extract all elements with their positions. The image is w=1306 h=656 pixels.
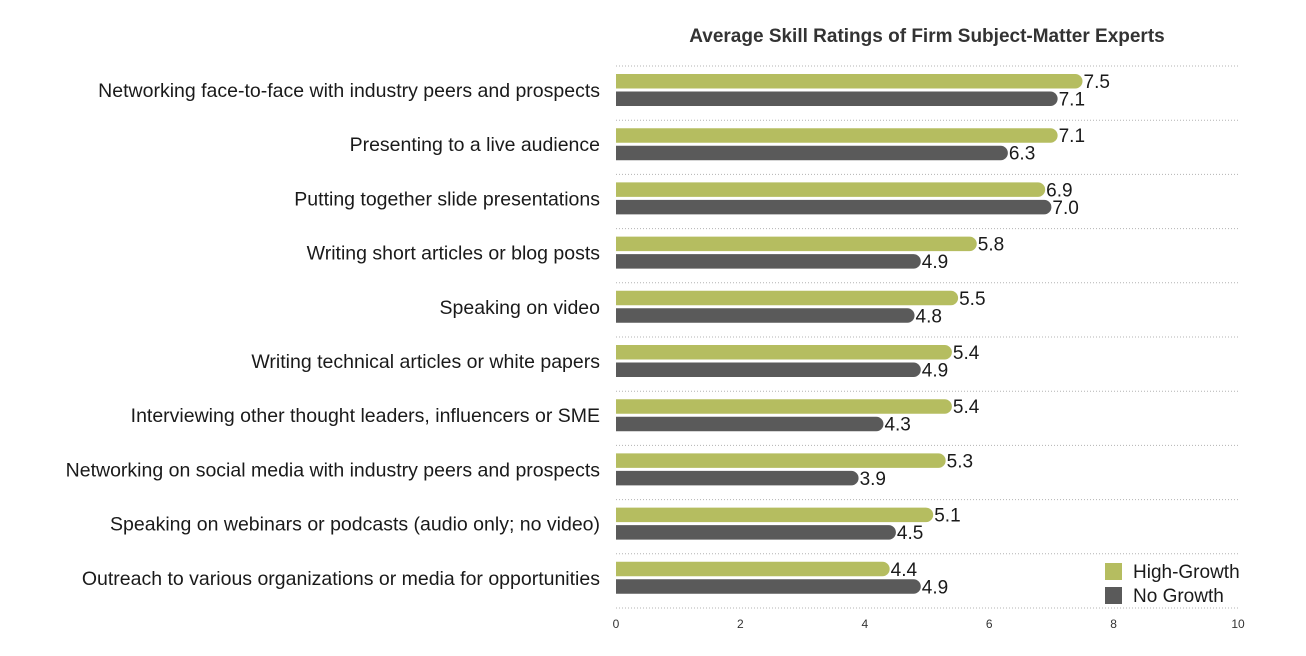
bar-no-growth [616, 145, 1008, 161]
bar-high-growth [616, 507, 934, 523]
value-label: 7.1 [1059, 90, 1085, 111]
bar-no-growth [616, 579, 921, 594]
value-label: 6.3 [1009, 144, 1035, 165]
x-tick-label: 4 [861, 617, 868, 631]
bar-no-growth [616, 199, 1052, 215]
category-label: Networking face-to-face with industry pe… [98, 80, 600, 102]
bar-high-growth [616, 453, 946, 468]
bar-high-growth [616, 182, 1046, 197]
bar-no-growth [616, 91, 1058, 106]
bar-no-growth [616, 362, 921, 377]
value-label: 5.1 [934, 506, 960, 527]
chart-title: Average Skill Ratings of Firm Subject-Ma… [689, 26, 1165, 47]
x-tick-label: 6 [986, 617, 993, 631]
bar-no-growth [616, 254, 921, 269]
category-label: Presenting to a live audience [350, 134, 600, 156]
value-label: 5.4 [953, 397, 980, 418]
bar-high-growth [616, 345, 952, 360]
value-label: 4.9 [922, 252, 948, 273]
value-label: 5.4 [953, 343, 980, 364]
value-label: 7.1 [1059, 126, 1085, 147]
bar-high-growth [616, 561, 890, 577]
legend-label: High-Growth [1133, 562, 1240, 583]
value-label: 4.8 [916, 306, 942, 327]
value-label: 4.9 [922, 577, 948, 598]
x-tick-label: 0 [613, 617, 620, 631]
value-label: 4.3 [884, 415, 910, 436]
value-label: 5.5 [959, 289, 985, 310]
legend-label: No Growth [1133, 586, 1224, 607]
x-tick-label: 8 [1110, 617, 1117, 631]
legend-swatch [1105, 587, 1122, 604]
value-label: 6.9 [1046, 180, 1072, 201]
category-label: Writing technical articles or white pape… [251, 351, 600, 373]
value-label: 7.5 [1084, 72, 1110, 93]
bar-high-growth [616, 399, 952, 414]
bar-high-growth [616, 290, 959, 306]
category-label: Writing short articles or blog posts [307, 243, 601, 265]
bar-no-growth [616, 308, 915, 323]
category-label: Putting together slide presentations [294, 188, 600, 210]
value-label: 5.8 [978, 235, 1004, 256]
bar-high-growth [616, 128, 1058, 143]
x-tick-label: 2 [737, 617, 744, 631]
category-label: Networking on social media with industry… [66, 459, 601, 481]
value-label: 4.5 [897, 523, 923, 544]
category-label: Interviewing other thought leaders, infl… [131, 405, 600, 427]
value-label: 4.9 [922, 361, 948, 382]
bar-no-growth [616, 416, 884, 432]
value-label: 7.0 [1052, 198, 1078, 219]
value-label: 4.4 [891, 560, 918, 581]
category-label: Speaking on video [440, 297, 601, 319]
bar-high-growth [616, 236, 977, 252]
value-label: 5.3 [947, 451, 973, 472]
category-label: Speaking on webinars or podcasts (audio … [110, 514, 600, 536]
legend-swatch [1105, 563, 1122, 580]
bar-no-growth [616, 470, 859, 486]
value-label: 3.9 [860, 469, 886, 490]
x-tick-label: 10 [1231, 617, 1245, 631]
category-label: Outreach to various organizations or med… [82, 568, 600, 590]
bar-high-growth [616, 74, 1083, 89]
bar-no-growth [616, 525, 896, 540]
